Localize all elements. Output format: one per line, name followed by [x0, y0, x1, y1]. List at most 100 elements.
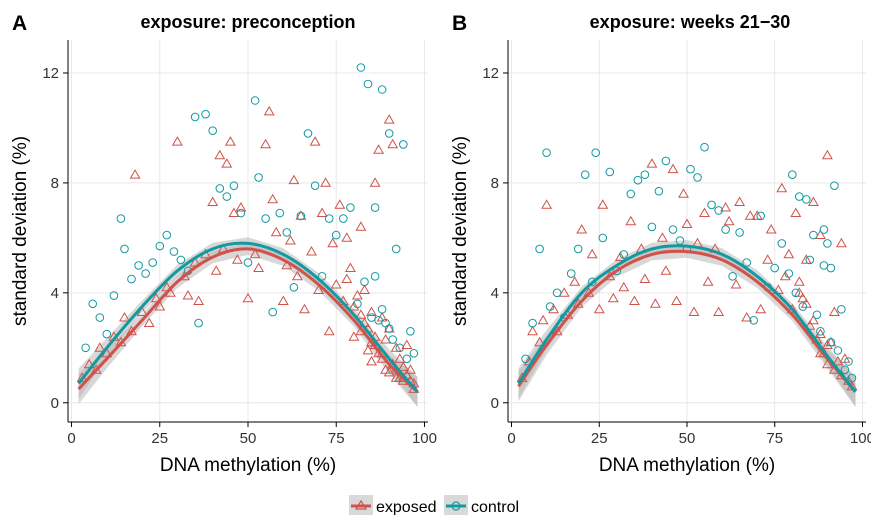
panel-a-point-control: [282, 228, 292, 237]
panel-b-point-control: [749, 316, 759, 325]
panel-b-point-exposed: [832, 355, 844, 366]
panel-b-point-exposed: [807, 314, 819, 325]
panel-b-y-tick-label-2: 8: [491, 175, 499, 192]
panel-a-point-control: [102, 329, 112, 339]
panel-b-point-exposed: [814, 229, 826, 239]
panel-b-point-control: [837, 305, 846, 314]
panel-b-point-exposed: [699, 207, 710, 217]
panel-a-letter: A: [12, 12, 27, 35]
panel-b-point-exposed: [646, 158, 658, 168]
panel-b-point-exposed: [734, 196, 746, 206]
panel-b-fit-line-control: [517, 244, 857, 393]
panel-b-point-control: [826, 338, 836, 347]
panel-a-point-control: [190, 112, 200, 122]
panel-b-point-exposed: [807, 196, 819, 206]
panel-a-point-exposed: [154, 300, 166, 311]
panel-b-point-exposed: [783, 248, 795, 259]
panel-b-point-control: [633, 175, 643, 185]
panel-b-point-control: [795, 192, 804, 201]
panel-a-point-exposed: [260, 138, 272, 149]
panel-a-point-exposed: [306, 245, 317, 256]
panel-a-point-control: [95, 313, 105, 322]
legend-key-exposed-triangle-icon: [354, 499, 368, 510]
panel-b-point-exposed: [681, 218, 693, 228]
panel-b-point-control: [756, 211, 766, 221]
panel-a-point-exposed: [309, 136, 321, 146]
panel-b-point-exposed: [804, 320, 816, 330]
panel-a-fit-line-exposed: [77, 247, 419, 393]
panel-b-point-exposed: [558, 287, 570, 297]
panel-b-point-control: [844, 357, 853, 366]
panel-a-point-control: [399, 140, 408, 149]
panel-b-point-control: [812, 310, 822, 320]
panel-b-point-control: [735, 228, 744, 237]
panel-a-point-control: [409, 349, 419, 358]
panel-a-point-exposed: [362, 344, 374, 355]
panel-a-point-exposed: [150, 292, 162, 303]
panel-b-point-exposed: [656, 232, 668, 242]
panel-b-point-exposed: [607, 292, 619, 303]
panel-b-point-control: [552, 288, 562, 298]
panel-a-point-control: [324, 214, 334, 223]
panel-b-x-tick-label-0: 0: [507, 430, 515, 447]
panel-a-point-control: [384, 129, 394, 138]
panel-a-point-control: [367, 313, 376, 322]
panel-a-point-exposed: [383, 114, 395, 124]
panel-a-point-control: [317, 272, 327, 281]
panel-a-point-control: [116, 214, 126, 223]
panel-a-point-exposed: [228, 207, 240, 217]
panel-b-point-exposed: [625, 215, 637, 226]
panel-b-point-exposed: [793, 276, 805, 286]
panel-a-point-exposed: [366, 355, 377, 366]
panel-a-point-control: [384, 324, 394, 333]
panel-a-point-control: [215, 184, 225, 193]
panel-a-point-control: [81, 343, 90, 353]
panel-b-point-control: [626, 189, 636, 199]
legend: exposed control: [349, 495, 519, 515]
panel-a-point-exposed: [373, 144, 385, 154]
panel-b-fit-line-exposed: [517, 249, 857, 393]
panel-b-y-tick-label-3: 12: [482, 65, 499, 82]
panel-b-point-control: [791, 288, 801, 298]
panel-a-point-control: [303, 129, 313, 138]
panel-b-point-control: [819, 261, 829, 270]
panel-a-point-exposed: [383, 366, 395, 377]
panel-a-point-exposed: [334, 199, 346, 209]
panel-b-point-exposed: [639, 273, 651, 283]
panel-a-points: [76, 63, 420, 393]
panel-b-point-control: [830, 181, 839, 190]
panel-a-point-exposed: [291, 270, 303, 281]
panel-a-x-tick-label-4: 100: [412, 430, 437, 447]
panel-a-point-exposed: [281, 259, 293, 270]
panel-b-point-control: [805, 255, 815, 265]
panel-b-x-tick-label-1: 25: [591, 430, 608, 447]
panel-b-point-exposed: [723, 215, 735, 226]
panel-b-point-exposed: [541, 199, 553, 209]
panel-a-point-exposed: [394, 353, 406, 363]
panel-b-point-control: [528, 318, 537, 328]
panel-a-point-exposed: [143, 317, 155, 327]
panel-a-point-control: [162, 230, 172, 240]
panel-a-point-exposed: [193, 295, 205, 305]
panel-b-point-exposed: [762, 254, 774, 264]
legend-label-control: control: [471, 499, 519, 515]
panel-b-point-exposed: [660, 265, 672, 275]
panel-a-point-control: [370, 203, 380, 212]
legend-item-control: control: [444, 495, 519, 515]
panel-a-point-control: [360, 277, 369, 287]
panel-b-point-exposed: [649, 298, 661, 308]
panel-b-point-control: [605, 167, 615, 177]
panel-b-point-control: [591, 148, 601, 157]
panel-b-point-exposed: [800, 254, 812, 264]
panel-a-point-exposed: [253, 262, 265, 272]
panel-a-point-control: [374, 316, 383, 325]
panel-a-point-exposed: [351, 289, 363, 300]
panel-b-point-control: [640, 170, 650, 179]
panel-a-point-control: [402, 354, 412, 364]
panel-b-point-control: [700, 142, 709, 152]
panel-a-point-exposed: [313, 284, 325, 294]
panel-b-point-exposed: [751, 210, 763, 220]
panel-a-point-exposed: [214, 149, 226, 160]
panel-b-x-axis-title: DNA methylation (%): [599, 455, 775, 476]
panel-a-point-exposed: [224, 136, 236, 146]
